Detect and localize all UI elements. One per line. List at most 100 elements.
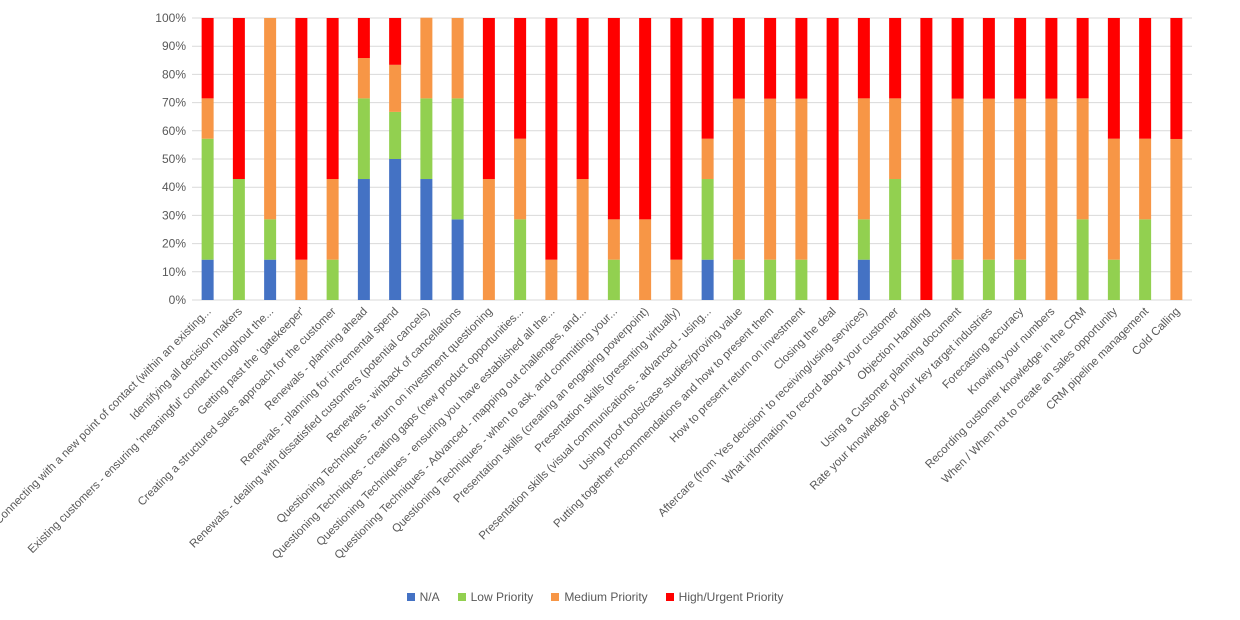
bar-segment bbox=[857, 98, 870, 220]
bar-segment bbox=[857, 259, 870, 300]
legend-item: Low Priority bbox=[457, 590, 534, 604]
y-tick-label: 40% bbox=[162, 180, 186, 194]
bar-segment bbox=[1045, 98, 1058, 300]
bar-segment bbox=[982, 98, 995, 260]
y-tick-label: 50% bbox=[162, 152, 186, 166]
bar-segment bbox=[232, 18, 245, 180]
bar-segment bbox=[701, 18, 714, 139]
bar-segment bbox=[514, 18, 527, 139]
bar-segment bbox=[795, 259, 808, 300]
bar-segment bbox=[857, 18, 870, 99]
bar-segment bbox=[420, 17, 433, 99]
bar-segment bbox=[326, 259, 339, 300]
bar-segment bbox=[701, 179, 714, 260]
legend-item: High/Urgent Priority bbox=[665, 590, 784, 604]
bar-segment bbox=[482, 18, 495, 180]
legend-swatch bbox=[551, 593, 560, 601]
bar-segment bbox=[951, 259, 964, 300]
bar-segment bbox=[670, 18, 683, 260]
bar-segment bbox=[639, 219, 652, 300]
bar-segment bbox=[764, 259, 777, 300]
bar-segment bbox=[420, 179, 433, 300]
bar-segment bbox=[357, 98, 370, 180]
bar-segment bbox=[764, 98, 777, 260]
y-tick-label: 20% bbox=[162, 237, 186, 251]
bar-segment bbox=[826, 18, 839, 300]
legend-label: Low Priority bbox=[470, 590, 534, 604]
bar-segment bbox=[389, 111, 402, 159]
bar-segment bbox=[201, 18, 214, 99]
bar-segment bbox=[357, 18, 370, 59]
bar-segment bbox=[389, 159, 402, 300]
legend-item: Medium Priority bbox=[551, 590, 648, 604]
bar-segment bbox=[607, 259, 620, 300]
bar-segment bbox=[795, 18, 808, 99]
bar-segment bbox=[889, 179, 902, 300]
bar-segment bbox=[1107, 18, 1120, 139]
y-tick-label: 0% bbox=[169, 293, 187, 307]
bar-segment bbox=[201, 259, 214, 300]
y-tick-label: 10% bbox=[162, 265, 186, 279]
bar-segment bbox=[1014, 18, 1027, 99]
bar-segment bbox=[576, 18, 589, 180]
bar-segment bbox=[295, 259, 308, 300]
bar-segment bbox=[420, 98, 433, 180]
bar-segment bbox=[1139, 18, 1152, 139]
bar-segment bbox=[732, 259, 745, 300]
bar-segment bbox=[670, 259, 683, 300]
bar-segment bbox=[607, 18, 620, 220]
bar-segment bbox=[389, 64, 402, 112]
legend-label: High/Urgent Priority bbox=[678, 590, 784, 604]
bar-segment bbox=[357, 179, 370, 300]
bar-segment bbox=[982, 18, 995, 99]
bar-segment bbox=[201, 138, 214, 260]
legend-swatch bbox=[406, 593, 415, 601]
bar-segment bbox=[1045, 18, 1058, 99]
bar-segment bbox=[951, 98, 964, 260]
y-tick-label: 30% bbox=[162, 208, 186, 222]
bar-segment bbox=[389, 18, 402, 65]
legend-label: Medium Priority bbox=[564, 590, 648, 604]
bar-segment bbox=[764, 18, 777, 99]
bar-segment bbox=[264, 259, 277, 300]
bar-segment bbox=[451, 18, 464, 99]
bar-segment bbox=[545, 18, 558, 260]
bar-segment bbox=[295, 18, 308, 260]
bar-segment bbox=[607, 219, 620, 260]
chart-legend: N/A Low Priority Medium Priority High/Urgen… bbox=[0, 590, 1190, 604]
y-tick-label: 80% bbox=[162, 67, 186, 81]
bar-segment bbox=[1170, 18, 1183, 139]
y-tick-label: 70% bbox=[162, 96, 186, 110]
bar-segment bbox=[357, 58, 370, 99]
bar-segment bbox=[326, 18, 339, 180]
bar-segment bbox=[451, 219, 464, 300]
bar-segment bbox=[451, 98, 464, 220]
bar-segment bbox=[732, 98, 745, 260]
bar-segment bbox=[545, 259, 558, 300]
bar-segment bbox=[482, 179, 495, 300]
bar-segment bbox=[639, 18, 652, 220]
y-tick-label: 60% bbox=[162, 124, 186, 138]
bar-segment bbox=[701, 138, 714, 180]
x-tick-label: Existing customers - ensuring 'meaningfu… bbox=[26, 306, 276, 556]
legend-swatch bbox=[457, 593, 466, 601]
bar-segment bbox=[514, 138, 527, 220]
bar-segment bbox=[232, 179, 245, 300]
bar-segment bbox=[732, 18, 745, 99]
stacked-bar-chart: 0% 10% 20% 30% 40% 50% 60% 70% 80% 90% 100% Connect… bbox=[0, 11, 1192, 562]
bar-segment bbox=[264, 18, 277, 220]
bar-segment bbox=[982, 259, 995, 300]
y-tick-label: 100% bbox=[155, 11, 186, 25]
bar-segment bbox=[1139, 138, 1152, 220]
bar-segment bbox=[1076, 98, 1089, 220]
bar-segment bbox=[857, 219, 870, 260]
bar-segment bbox=[201, 98, 214, 139]
bar-segment bbox=[951, 18, 964, 99]
bar-segment bbox=[795, 98, 808, 260]
bar-segment bbox=[701, 259, 714, 300]
bar-segment bbox=[1107, 259, 1120, 300]
bar-segment bbox=[576, 179, 589, 300]
bar-segment bbox=[1076, 18, 1089, 99]
bar-segment bbox=[1139, 219, 1152, 300]
bar-segment bbox=[1170, 138, 1183, 300]
